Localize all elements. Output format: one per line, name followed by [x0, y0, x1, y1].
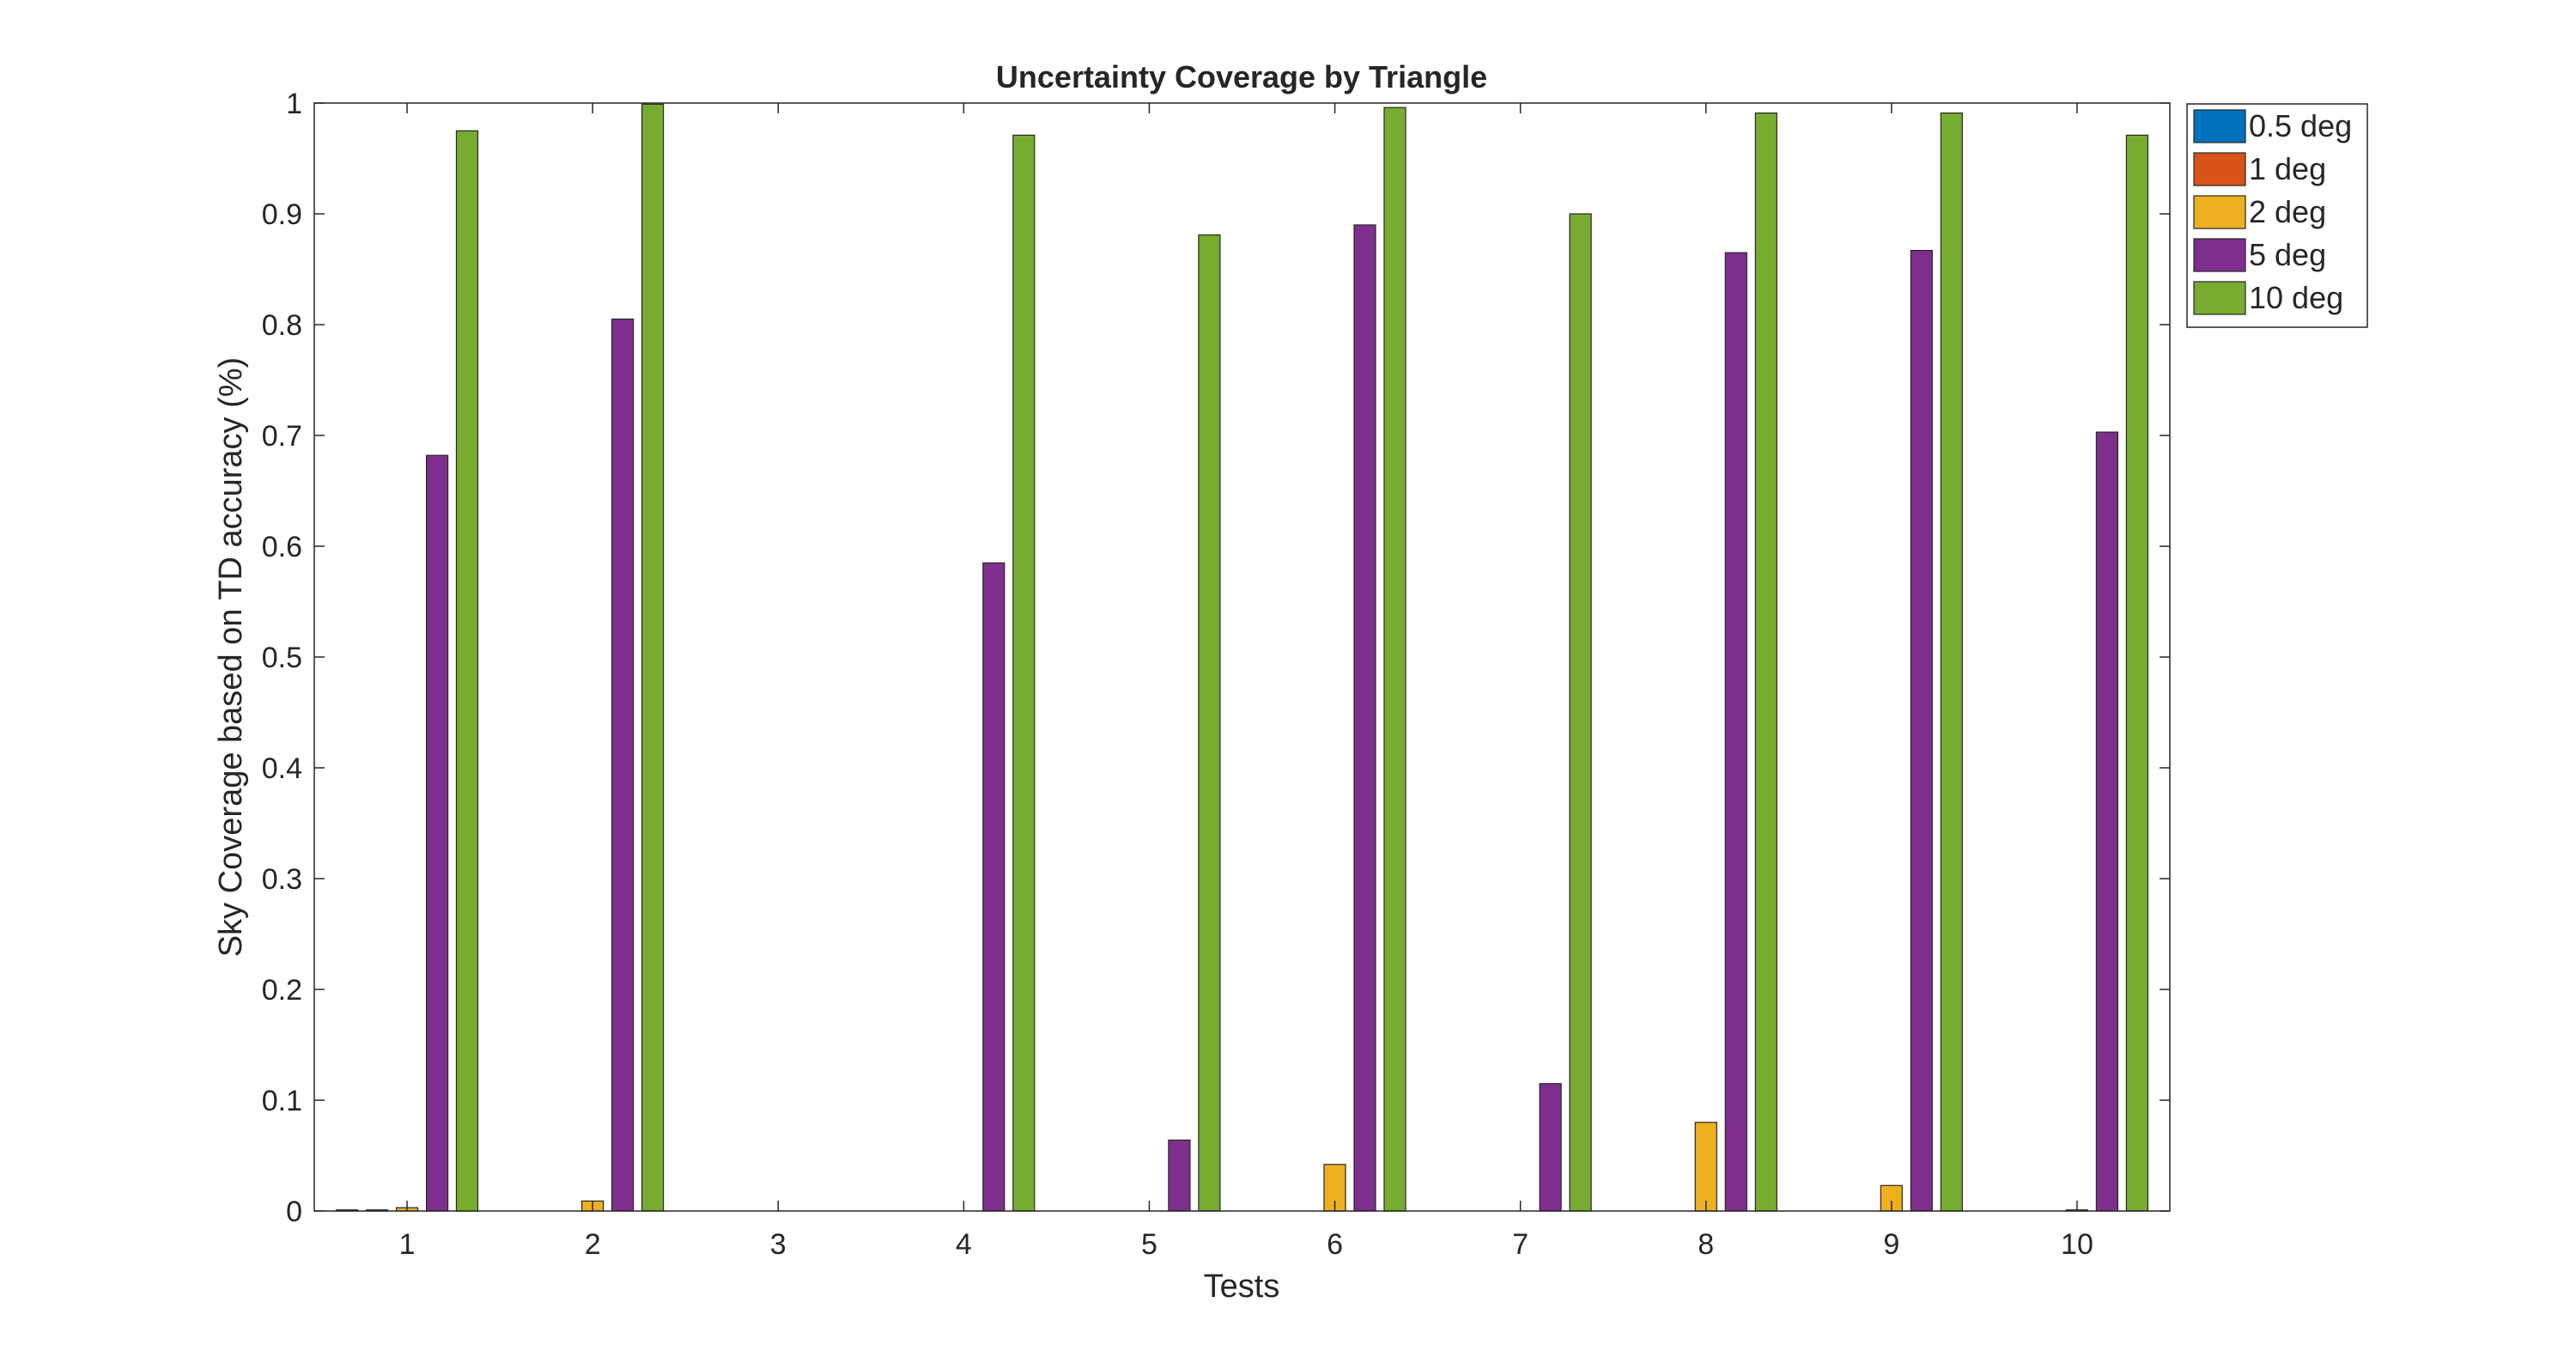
y-axis-label: Sky Coverage based on TD accuracy (%) — [213, 357, 249, 957]
bar-10-deg-test-1 — [455, 130, 479, 1212]
bar-10-deg-test-10 — [2125, 134, 2148, 1212]
legend-swatch — [2193, 152, 2246, 186]
legend-swatch — [2193, 281, 2246, 315]
legend-label: 2 deg — [2249, 194, 2326, 229]
x-tick-label: 9 — [1883, 1228, 1899, 1261]
bars-group — [336, 103, 2148, 1212]
bar-10-deg-test-9 — [1940, 113, 1963, 1212]
x-tick-label: 3 — [770, 1228, 787, 1261]
bar-10-deg-test-6 — [1383, 106, 1406, 1212]
x-tick-label: 4 — [956, 1228, 972, 1261]
y-tick-label: 0.6 — [262, 531, 302, 563]
y-tick-label: 0.3 — [262, 863, 302, 896]
bar-2-deg-test-8 — [1694, 1122, 1717, 1212]
x-tick-label: 2 — [585, 1228, 601, 1261]
legend-label: 5 deg — [2249, 237, 2326, 272]
x-tick-label: 8 — [1698, 1228, 1714, 1261]
y-tick-label: 0.1 — [262, 1085, 302, 1117]
bar-5-deg-test-7 — [1539, 1083, 1562, 1212]
bar-10-deg-test-2 — [641, 103, 665, 1212]
legend-label: 10 deg — [2249, 280, 2343, 315]
bar-5-deg-test-8 — [1724, 252, 1747, 1212]
y-tick-label: 0.8 — [262, 309, 302, 342]
y-tick-label: 0.4 — [262, 752, 302, 785]
y-tick-label: 0.2 — [262, 974, 302, 1007]
bar-10-deg-test-4 — [1012, 134, 1036, 1212]
x-axis-label: Tests — [1204, 1269, 1280, 1305]
x-tick-label: 10 — [2061, 1228, 2093, 1261]
x-tick-label: 7 — [1512, 1228, 1528, 1261]
legend: 0.5 deg 1 deg 2 deg 5 deg 10 deg — [2186, 103, 2368, 328]
chart-title: Uncertainty Coverage by Triangle — [996, 59, 1487, 94]
bar-5-deg-test-2 — [611, 318, 635, 1212]
bar-5-deg-test-6 — [1353, 224, 1376, 1212]
y-tick-label: 0.9 — [262, 198, 302, 231]
plot-background — [314, 103, 2170, 1211]
y-tick-label: 0.7 — [262, 420, 302, 453]
x-tick-label: 6 — [1327, 1228, 1343, 1261]
plot-area — [314, 103, 2170, 1211]
y-tick-label: 1 — [286, 88, 302, 120]
y-tick-label: 0 — [286, 1196, 302, 1228]
y-tick-label: 0.5 — [262, 642, 302, 674]
x-tick-label: 1 — [399, 1228, 416, 1261]
bar-5-deg-test-10 — [2095, 431, 2118, 1212]
legend-swatch — [2193, 238, 2246, 272]
bar-5-deg-test-5 — [1168, 1139, 1191, 1212]
bar-10-deg-test-5 — [1198, 234, 1221, 1212]
bar-5-deg-test-9 — [1910, 250, 1933, 1212]
legend-label: 1 deg — [2249, 151, 2326, 186]
legend-label: 0.5 deg — [2249, 108, 2352, 143]
bar-10-deg-test-8 — [1754, 113, 1777, 1212]
legend-swatch — [2193, 195, 2246, 229]
bar-10-deg-test-7 — [1569, 213, 1592, 1212]
axes-group: 0 0.1 0.2 0.3 0.4 0.5 0.6 0.7 0.8 0.9 1 1 2 3 4 5 6 7 8 9 10 — [262, 88, 2171, 1261]
bar-5-deg-test-4 — [982, 562, 1005, 1212]
bar-5-deg-test-1 — [426, 454, 449, 1212]
x-tick-label: 5 — [1141, 1228, 1157, 1261]
legend-swatch — [2193, 109, 2246, 143]
